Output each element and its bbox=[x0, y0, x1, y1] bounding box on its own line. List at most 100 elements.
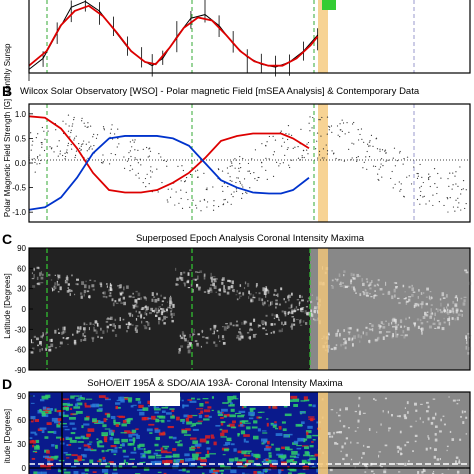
panel-c-intensity-mark bbox=[143, 324, 146, 327]
panel-d-intensity-mark bbox=[41, 471, 47, 474]
panel-b-scatter-point bbox=[417, 175, 419, 177]
panel-d-predicted-mark bbox=[376, 431, 378, 433]
panel-b-scatter-point bbox=[251, 158, 253, 160]
panel-d-intensity-mark bbox=[155, 454, 162, 457]
panel-d-intensity-mark bbox=[207, 406, 212, 409]
panel-d-intensity-mark bbox=[104, 428, 111, 430]
panel-d-predicted-mark bbox=[462, 421, 465, 425]
panel-c-intensity-mark bbox=[454, 318, 456, 321]
panel-c-intensity-mark bbox=[396, 333, 399, 336]
panel-d-predicted-mark bbox=[400, 452, 402, 456]
panel-d-intensity-mark bbox=[154, 429, 161, 433]
panel-b-scatter-point bbox=[272, 175, 275, 177]
panel-d-intensity-mark bbox=[232, 420, 236, 424]
panel-d-intensity-mark bbox=[243, 438, 246, 443]
panel-d-intensity-mark bbox=[154, 443, 159, 447]
panel-d-intensity-mark bbox=[39, 427, 47, 430]
panel-c-intensity-mark bbox=[419, 319, 422, 322]
panel-c-intensity-mark bbox=[87, 295, 91, 298]
panel-c-intensity-mark bbox=[435, 308, 438, 310]
panel-c-intensity-mark bbox=[455, 295, 458, 299]
panel-d-intensity-mark bbox=[97, 445, 105, 448]
panel-c-intensity-mark bbox=[310, 312, 313, 317]
panel-d-predicted-mark bbox=[415, 409, 418, 412]
panel-d-intensity-mark bbox=[120, 398, 125, 403]
panel-c-intensity-mark bbox=[137, 292, 141, 297]
panel-c-intensity-mark bbox=[455, 308, 459, 311]
panel-c-intensity-mark bbox=[65, 337, 69, 340]
panel-d-intensity-mark bbox=[105, 462, 111, 465]
panel-d-intensity-mark bbox=[248, 417, 254, 420]
panel-d-intensity-mark bbox=[215, 471, 218, 474]
panel-d-intensity-mark bbox=[220, 464, 225, 468]
panel-b-scatter-point bbox=[148, 182, 150, 185]
panel-c-intensity-mark bbox=[424, 311, 427, 316]
panel-d-predicted-mark bbox=[400, 453, 403, 455]
panel-b-scatter-point bbox=[341, 130, 343, 132]
panel-c-intensity-mark bbox=[92, 338, 94, 343]
panel-b-scatter-point bbox=[150, 176, 152, 178]
panel-d-predicted-mark bbox=[433, 455, 436, 459]
panel-d-intensity-mark bbox=[47, 458, 54, 461]
panel-d-intensity-mark bbox=[87, 443, 92, 446]
panel-b-scatter-point bbox=[302, 149, 305, 151]
panel-d-intensity-mark bbox=[312, 404, 316, 408]
panel-c-intensity-mark bbox=[382, 323, 385, 325]
panel-c-intensity-mark bbox=[53, 285, 55, 288]
panel-b-scatter-point bbox=[351, 157, 353, 159]
panel-d-intensity-mark bbox=[264, 447, 271, 451]
panel-c-intensity-mark bbox=[365, 332, 368, 336]
panel-b-scatter-point bbox=[239, 163, 241, 165]
panel-b-scatter-point bbox=[102, 162, 104, 164]
panel-c-intensity-mark bbox=[76, 278, 80, 281]
panel-b-scatter-point bbox=[268, 135, 270, 138]
panel-d-intensity-mark bbox=[289, 455, 297, 458]
panel-d-intensity-mark bbox=[113, 440, 120, 445]
panel-c-intensity-mark bbox=[308, 298, 311, 302]
panel-b-scatter-point bbox=[65, 123, 67, 125]
panel-b-scatter-point bbox=[203, 172, 205, 175]
panel-c-intensity-mark bbox=[298, 319, 301, 324]
panel-b-scatter-point bbox=[449, 197, 451, 199]
panel-d-intensity-mark bbox=[123, 396, 129, 400]
panel-a-frame bbox=[28, 0, 471, 74]
panel-c-intensity-mark bbox=[138, 311, 141, 314]
panel-c-intensity-mark bbox=[270, 301, 272, 306]
panel-b-scatter-point bbox=[239, 155, 241, 158]
panel-d: D SoHO/EIT 195Å & SDO/AIA 193Å- Coronal … bbox=[2, 376, 472, 474]
panel-d-intensity-mark bbox=[74, 459, 79, 463]
panel-c-intensity-mark bbox=[405, 325, 407, 328]
panel-c-intensity-mark bbox=[457, 313, 461, 316]
panel-d-intensity-mark bbox=[188, 457, 196, 462]
panel-d-intensity-mark bbox=[187, 414, 193, 419]
panel-d-intensity-mark bbox=[108, 429, 113, 432]
panel-d-intensity-mark bbox=[146, 428, 153, 432]
panel-d-intensity-mark bbox=[191, 453, 199, 457]
panel-b-scatter-point bbox=[318, 150, 321, 153]
panel-d-intensity-mark bbox=[310, 418, 314, 422]
panel-b-scatter-point bbox=[131, 168, 134, 170]
panel-c-intensity-mark bbox=[117, 285, 121, 287]
panel-d-intensity-mark bbox=[41, 410, 46, 415]
panel-b-scatter-point bbox=[381, 176, 383, 178]
panel-c-intensity-mark bbox=[222, 277, 225, 281]
panel-b-scatter-point bbox=[394, 183, 396, 185]
panel-c-intensity-mark bbox=[92, 288, 95, 291]
panel-c-intensity-mark bbox=[284, 312, 287, 317]
panel-c-intensity-mark bbox=[134, 303, 137, 307]
panel-d-intensity-mark bbox=[155, 418, 160, 423]
panel-d-intensity-mark bbox=[249, 407, 256, 410]
panel-b-scatter-point bbox=[440, 177, 442, 179]
panel-c-intensity-mark bbox=[170, 313, 173, 316]
panel-b-scatter-point bbox=[306, 143, 308, 145]
panel-c-intensity-mark bbox=[84, 335, 87, 337]
panel-c-intensity-mark bbox=[335, 332, 338, 337]
panel-d-predicted-mark bbox=[337, 431, 341, 434]
panel-d-intensity-mark bbox=[118, 396, 122, 401]
panel-b-scatter-point bbox=[366, 168, 368, 170]
panel-c-intensity-mark bbox=[58, 283, 60, 286]
panel-c-intensity-mark bbox=[206, 337, 208, 339]
panel-b-scatter-point bbox=[399, 190, 401, 192]
panel-d-intensity-mark bbox=[256, 463, 262, 467]
panel-d-intensity-mark bbox=[308, 455, 316, 457]
